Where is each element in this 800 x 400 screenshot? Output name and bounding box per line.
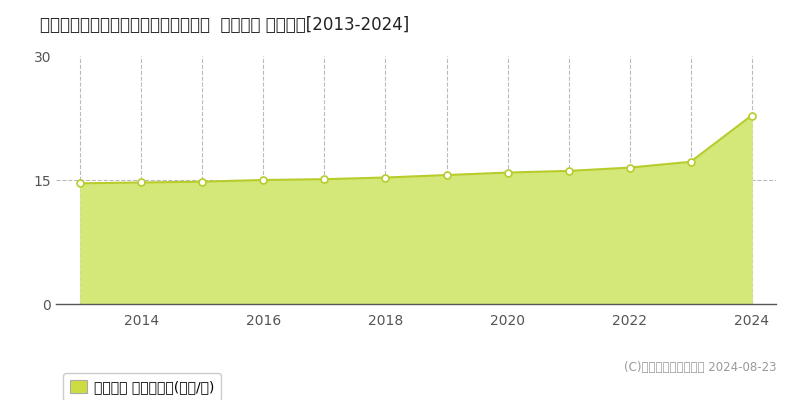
- Legend: 地価公示 平均坪単価(万円/坪): 地価公示 平均坪単価(万円/坪): [63, 373, 221, 400]
- Text: (C)土地価格ドットコム 2024-08-23: (C)土地価格ドットコム 2024-08-23: [623, 361, 776, 374]
- Text: 宮城県名取市飯野坂６丁目３１５番外  地価公示 地価推移[2013-2024]: 宮城県名取市飯野坂６丁目３１５番外 地価公示 地価推移[2013-2024]: [40, 16, 410, 34]
